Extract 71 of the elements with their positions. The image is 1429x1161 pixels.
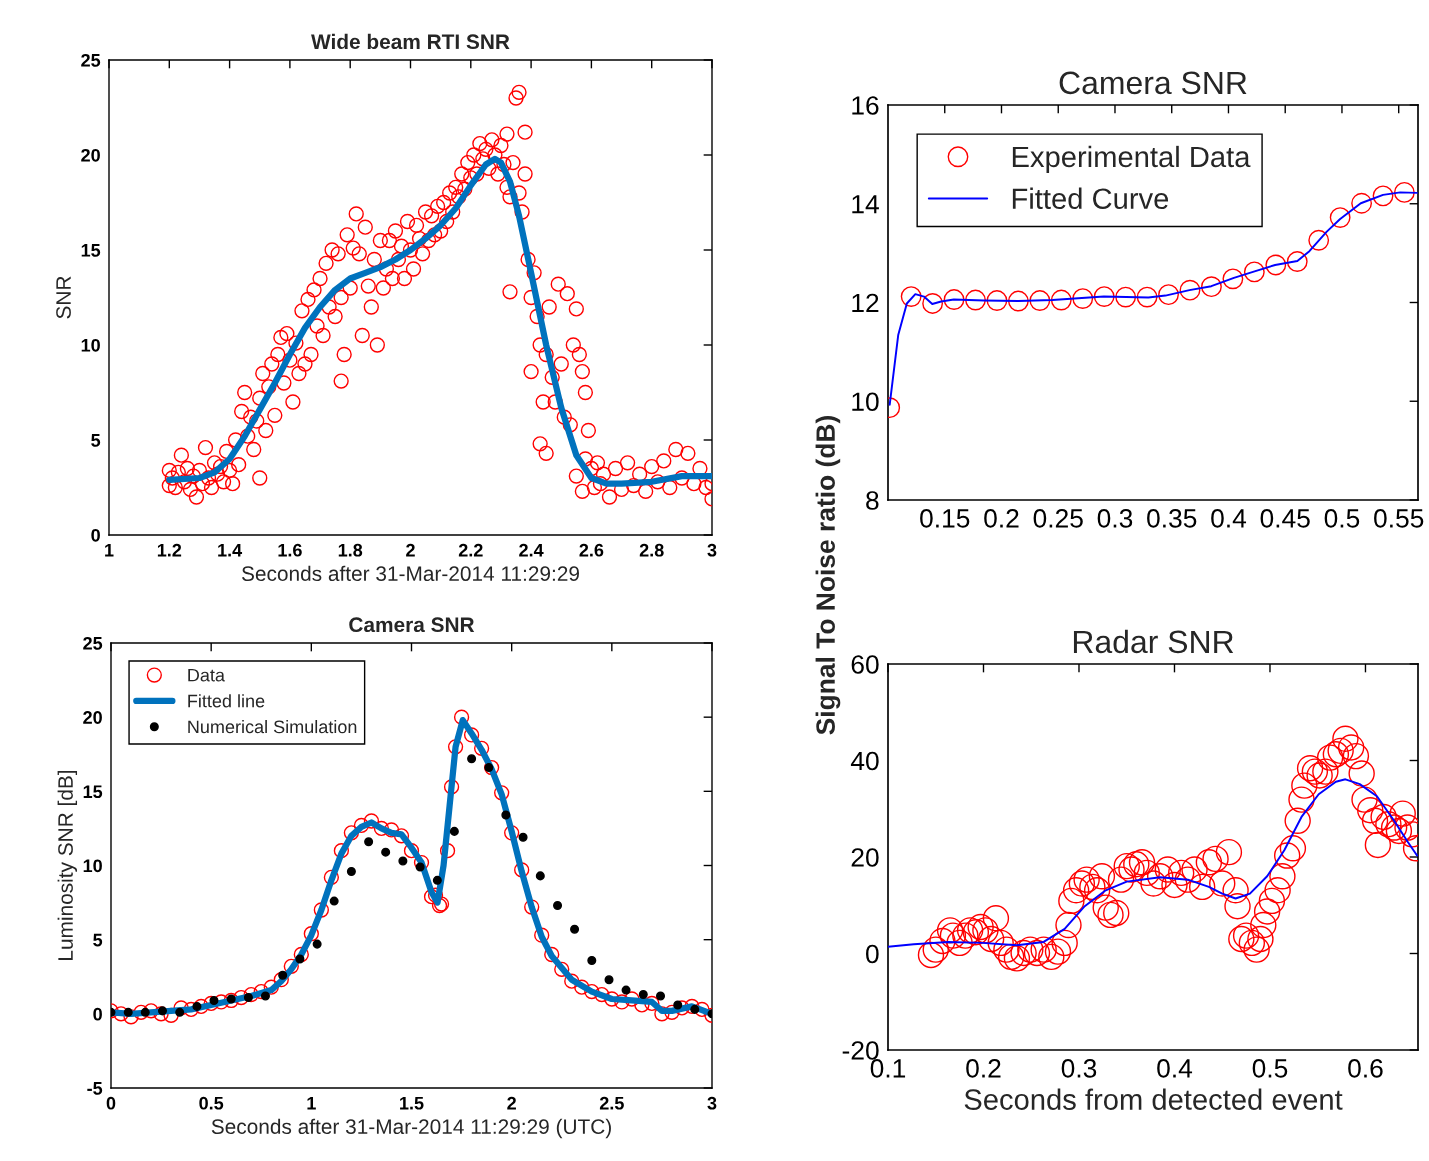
- x-tick-label: 1.6: [278, 543, 302, 557]
- x-tick-label: 0.6: [1348, 1059, 1383, 1078]
- x-tick-label: 2.8: [639, 543, 664, 557]
- y-tick-label: 25: [81, 53, 101, 67]
- y-tick-label: 12: [852, 293, 879, 313]
- x-tick-label: 0.45: [1260, 509, 1310, 528]
- y-tick-label: 14: [852, 195, 879, 214]
- x-tick-label: 0.15: [920, 509, 970, 528]
- x-tick-label: 0.25: [1033, 509, 1083, 528]
- chart-title: Wide beam RTI SNR: [311, 33, 510, 50]
- y-tick-label: 20: [851, 848, 879, 867]
- legend-label: Fitted line: [188, 694, 265, 708]
- y-tick-label: -20: [842, 1041, 879, 1060]
- y-tick-label: -5: [87, 1082, 103, 1095]
- x-tick-label: 2: [406, 543, 415, 557]
- x-axis-title: Seconds after 31-Mar-2014 11:29:29: [241, 565, 580, 582]
- x-tick-label: 0.4: [1211, 509, 1247, 528]
- x-tick-label: 0.5: [1324, 509, 1360, 528]
- x-axis-title: Seconds after 31-Mar-2014 11:29:29 (UTC): [211, 1118, 611, 1139]
- x-tick-label: 2: [507, 1096, 516, 1110]
- legend-label: Fitted Curve: [1012, 187, 1169, 210]
- y-tick-label: 10: [852, 392, 879, 412]
- x-tick-label: 0.4: [1157, 1059, 1193, 1078]
- x-tick-label: 0.5: [199, 1096, 224, 1110]
- legend-label: Experimental Data: [1012, 145, 1251, 174]
- x-tick-label: 2.6: [579, 543, 604, 557]
- x-tick-label: 1.4: [218, 544, 243, 557]
- x-tick-label: 0.2: [966, 1059, 1001, 1078]
- y-tick-label: 5: [91, 434, 101, 447]
- y-axis-title: Luminosity SNR [dB]: [57, 770, 78, 960]
- y-tick-label: 20: [83, 711, 102, 724]
- y-tick-label: 15: [83, 785, 103, 799]
- x-tick-label: 1: [105, 544, 114, 557]
- x-tick-label: 0.55: [1374, 509, 1424, 528]
- x-tick-label: 1.2: [157, 543, 182, 557]
- x-tick-label: 3: [707, 543, 717, 557]
- y-axis-title: Signal To Noise ratio (dB): [815, 416, 841, 735]
- y-tick-label: 0: [91, 528, 100, 542]
- legend-label: Numerical Simulation: [188, 720, 357, 734]
- x-tick-label: 1.8: [338, 543, 363, 557]
- x-tick-label: 1: [307, 1097, 316, 1110]
- x-tick-label: 0.2: [984, 509, 1019, 528]
- chart-title: Camera SNR: [349, 617, 475, 633]
- x-tick-label: 0.3: [1061, 1059, 1097, 1078]
- chart-title: Radar SNR: [1073, 629, 1234, 654]
- y-tick-label: 0: [93, 1007, 102, 1021]
- y-tick-label: 8: [866, 491, 879, 510]
- x-tick-label: 2.4: [519, 543, 544, 557]
- x-tick-label: 2.5: [599, 1096, 624, 1110]
- chart-title: Camera SNR: [1059, 71, 1247, 95]
- x-tick-label: 0.1: [870, 1059, 906, 1078]
- x-tick-label: 2.2: [458, 543, 483, 557]
- x-axis-title: Seconds from detected event: [964, 1088, 1343, 1110]
- legend-label: Data: [188, 668, 225, 682]
- x-tick-label: 0.35: [1147, 509, 1197, 528]
- x-tick-label: 0: [106, 1096, 116, 1110]
- x-tick-label: 1.5: [400, 1097, 424, 1110]
- y-tick-label: 20: [81, 148, 100, 162]
- y-tick-label: 15: [81, 244, 101, 257]
- y-tick-label: 0: [866, 944, 879, 964]
- y-tick-label: 16: [852, 96, 879, 115]
- x-tick-label: 3: [707, 1096, 717, 1110]
- x-tick-label: 0.3: [1097, 509, 1133, 528]
- y-tick-label: 25: [83, 636, 103, 650]
- y-tick-label: 5: [93, 933, 103, 947]
- y-tick-label: 10: [81, 338, 100, 352]
- y-tick-label: 40: [850, 751, 879, 771]
- y-tick-label: 60: [851, 655, 879, 674]
- x-tick-label: 0.5: [1252, 1059, 1288, 1078]
- y-tick-label: 10: [83, 859, 102, 873]
- y-axis-title: SNR: [56, 276, 71, 319]
